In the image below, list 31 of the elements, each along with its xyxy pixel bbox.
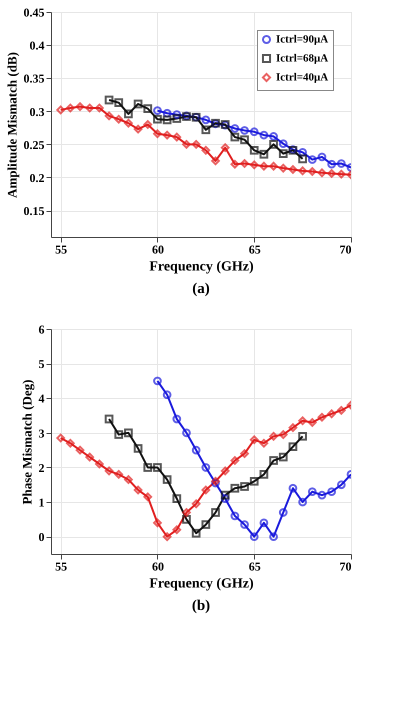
y-tick-label: 3 (38, 426, 44, 440)
x-tick-label: 70 (340, 242, 352, 256)
y-tick-label: 2 (38, 460, 44, 475)
x-axis-title: Frequency (GHz) (149, 576, 254, 592)
text: (b) (192, 598, 210, 614)
y-axis-title: Phase Mismatch (Deg) (20, 380, 34, 504)
y-tick-label: 5 (38, 357, 44, 372)
y-tick-label: 6 (38, 322, 44, 336)
text: (a) (192, 281, 210, 297)
y-tick-label: 0.35 (24, 72, 44, 86)
y-tick-label: 0 (38, 530, 44, 544)
y-tick-label: 4 (38, 392, 44, 406)
x-tick-label: 65 (248, 242, 261, 256)
y-tick-label: 0.4 (30, 38, 44, 53)
y-tick-label: 0.15 (24, 204, 44, 218)
x-tick-label: 55 (55, 560, 68, 574)
y-tick-label: 1 (38, 496, 44, 510)
x-tick-label: 65 (248, 560, 261, 574)
y-tick-label: 0.2 (30, 170, 44, 185)
x-tick-label: 55 (55, 242, 68, 256)
legend-label: Ictrl=90μA (276, 34, 328, 46)
y-tick-label: 0.25 (24, 138, 44, 152)
y-tick-label: 0.3 (30, 104, 44, 119)
y-axis-title: Amplitude Mismatch (dB) (4, 52, 20, 198)
x-tick-label: 70 (340, 560, 352, 574)
x-tick-label: 60 (152, 242, 164, 256)
x-axis-title: Frequency (GHz) (149, 260, 254, 274)
x-tick-label: 60 (152, 560, 164, 574)
legend-label: Ictrl=68μA (276, 52, 328, 64)
legend-label: Ictrl=40μA (276, 72, 328, 84)
y-tick-label: 0.45 (24, 6, 44, 20)
